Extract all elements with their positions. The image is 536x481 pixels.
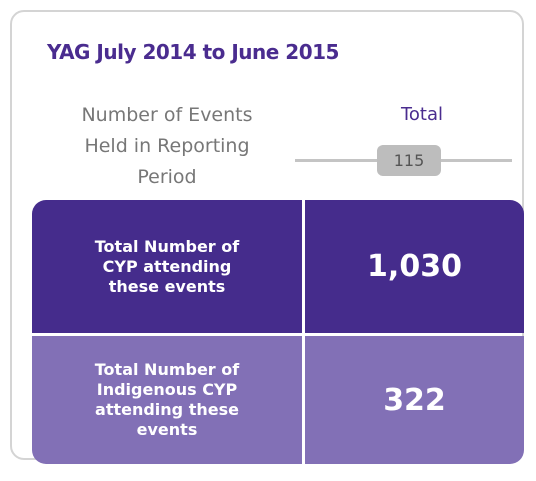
row-value: 1,030 <box>367 249 462 284</box>
divider <box>302 336 305 464</box>
row: Total Number of Indigenous CYP attending… <box>32 336 524 464</box>
card: YAG July 2014 to June 2015 Number of Eve… <box>10 10 524 464</box>
title: YAG July 2014 to June 2015 <box>47 40 339 64</box>
label-line: Held in Reporting <box>84 135 250 157</box>
label-line: Period <box>137 166 197 188</box>
divider <box>302 200 305 333</box>
label-line: Indigenous CYP <box>96 380 238 399</box>
row-value: 322 <box>383 382 446 418</box>
label-line: attending these <box>95 400 239 419</box>
row: Total Number of CYP attending these even… <box>32 200 524 333</box>
label-line: these events <box>108 276 226 296</box>
label-line: Total Number of <box>94 360 240 379</box>
row-label: Total Number of Indigenous CYP attending… <box>32 336 302 464</box>
label-line: events <box>136 420 198 439</box>
row-label: Total Number of CYP attending these even… <box>32 200 302 333</box>
label-line: CYP attending <box>102 256 232 276</box>
label-line: Total Number of <box>94 236 240 256</box>
label-line: Number of Events <box>81 104 253 126</box>
events-label: Number of Events Held in Reporting Perio… <box>57 100 277 193</box>
column-header: Total <box>400 104 444 125</box>
events-value: 115 <box>377 145 441 176</box>
